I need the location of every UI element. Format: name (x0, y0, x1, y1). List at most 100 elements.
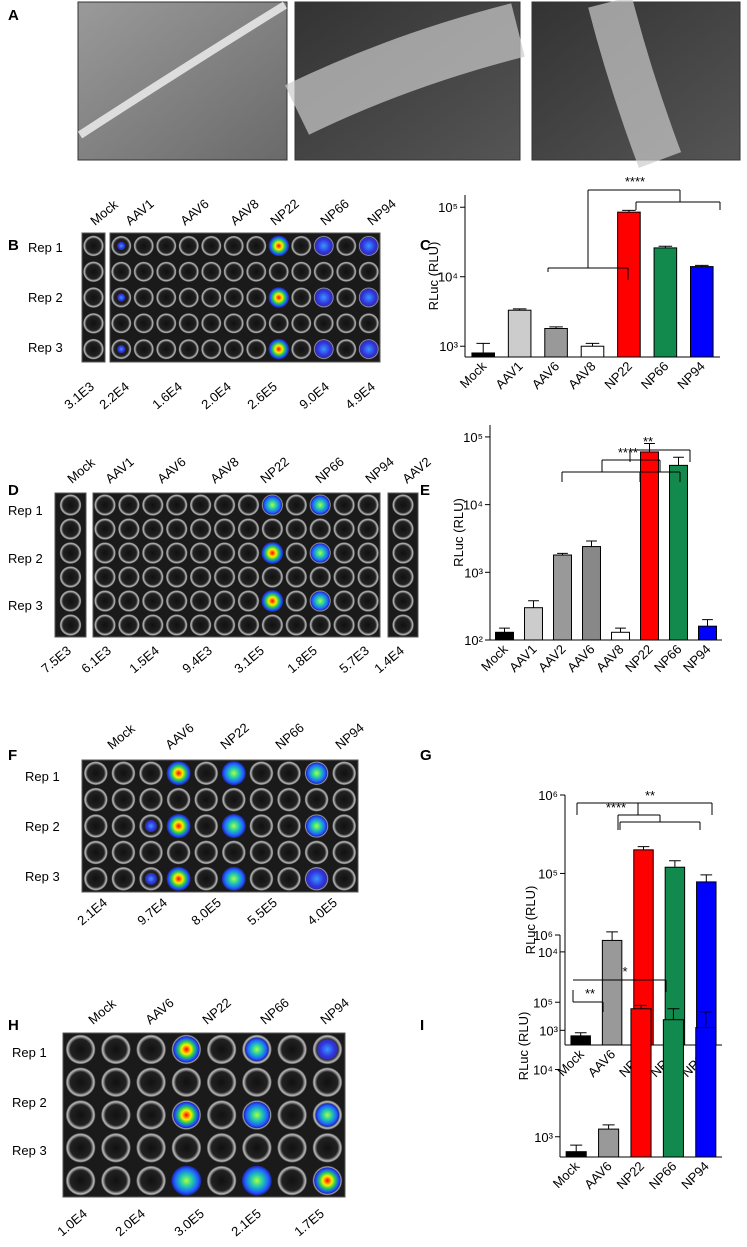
well (336, 261, 357, 282)
well (111, 261, 132, 282)
error-bar (476, 342, 490, 353)
well (332, 840, 357, 865)
well (277, 1100, 307, 1130)
column-label: NP66 (317, 196, 352, 228)
well (392, 590, 414, 612)
total-flux: 1.5E4 (126, 643, 162, 676)
luminescence (314, 236, 333, 256)
well (136, 1034, 166, 1065)
total-flux: 2.6E5 (244, 379, 280, 412)
well (201, 338, 222, 360)
well (223, 261, 244, 282)
well (189, 494, 212, 516)
well (94, 518, 116, 540)
well (246, 313, 267, 334)
panel-label: H (8, 1017, 19, 1034)
well (189, 542, 212, 564)
well (178, 313, 199, 334)
luminescence (145, 820, 157, 832)
x-tick-label: NP22 (614, 1159, 648, 1193)
well (111, 866, 136, 891)
luminescence (173, 1101, 200, 1129)
well (118, 518, 140, 540)
error-bar (606, 931, 618, 941)
row-label: Rep 3 (28, 340, 63, 355)
bar (695, 1027, 717, 1158)
bar (689, 266, 714, 358)
well (165, 566, 188, 588)
well (111, 814, 136, 838)
column-label: NP66 (257, 995, 292, 1027)
error-bar (637, 846, 650, 850)
total-flux: 5.5E5 (244, 895, 280, 928)
well (101, 1133, 131, 1163)
y-tick-label: 10⁶ (538, 788, 558, 803)
error-bar (557, 552, 568, 556)
well (142, 614, 164, 636)
well (83, 840, 108, 865)
well (118, 494, 140, 516)
bar (471, 352, 496, 358)
luminescence (314, 339, 333, 359)
total-flux: 9.4E3 (179, 643, 215, 676)
well (277, 1067, 307, 1097)
well (133, 287, 154, 308)
well (156, 338, 177, 360)
well (101, 1100, 131, 1130)
total-flux: 2.0E4 (112, 1206, 148, 1239)
well (201, 235, 222, 257)
well (332, 814, 357, 838)
luminescence (305, 815, 328, 837)
panel-label: A (8, 7, 19, 24)
well (139, 761, 163, 786)
well (309, 614, 331, 636)
panel-label: D (8, 482, 19, 499)
well (133, 261, 154, 282)
well (358, 313, 379, 334)
total-flux: 1.8E5 (284, 643, 320, 676)
well (277, 1165, 307, 1196)
total-flux: 4.0E5 (304, 895, 340, 928)
well (201, 313, 222, 334)
well (136, 1165, 166, 1196)
x-tick-label: NP66 (646, 1159, 680, 1193)
well (304, 840, 329, 865)
well (201, 261, 222, 282)
well (237, 518, 260, 540)
well (261, 614, 284, 636)
well (171, 1067, 202, 1097)
x-tick-label: AAV1 (506, 642, 539, 675)
well (221, 787, 246, 812)
error-bar (667, 1008, 680, 1020)
well (357, 566, 379, 588)
well (136, 1100, 166, 1130)
x-tick-label: AAV1 (492, 359, 525, 392)
bar (582, 546, 601, 641)
column-label: AAV6 (142, 995, 176, 1027)
total-flux: 2.1E4 (74, 895, 110, 928)
y-axis-label: RLuc (RLU) (451, 498, 466, 567)
well (357, 518, 379, 540)
luminescence (314, 1167, 341, 1194)
well (194, 761, 219, 786)
well (206, 1165, 237, 1196)
well (277, 814, 301, 838)
well (142, 566, 164, 588)
bar (601, 939, 623, 1046)
column-label: NP66 (312, 454, 347, 486)
bar (524, 607, 543, 641)
well (94, 542, 116, 564)
column-label: NP94 (362, 454, 397, 486)
luminescence (314, 288, 333, 307)
total-flux: 3.1E5 (231, 643, 267, 676)
well (178, 338, 199, 360)
well (268, 261, 289, 282)
significance: ** (585, 986, 595, 1001)
well (392, 614, 414, 636)
y-tick-label: 10⁶ (533, 928, 553, 943)
bar (611, 631, 630, 641)
well (118, 566, 140, 588)
well (312, 1067, 343, 1097)
well (277, 761, 301, 786)
panel-label: I (420, 1017, 424, 1034)
